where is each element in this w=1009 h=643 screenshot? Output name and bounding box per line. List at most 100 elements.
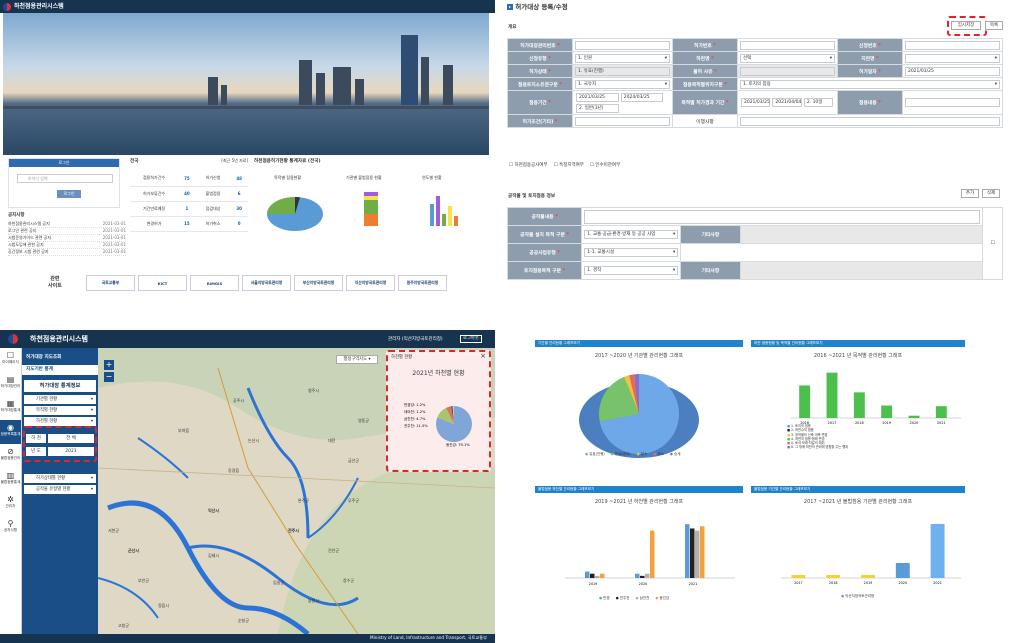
related-site-link[interactable]: 국토교통부 [86,275,135,291]
side-menu-item[interactable]: ✲ 관리자 [0,492,21,516]
pie-slice [599,374,679,454]
side-menu-item[interactable]: ▥ 불법점용통계 [0,471,21,484]
legend-item: ● 승계 [669,452,681,456]
purpose-position-select[interactable]: 1. 토지의 점용 ▾ [739,79,1000,89]
row-checkbox[interactable]: ☐ [982,207,1003,280]
map-place-label: 전주시 [288,528,300,533]
side-menu-item[interactable]: ☐ 마이페이지 [0,348,21,372]
hero-image [3,13,489,155]
structure-content-input[interactable] [584,209,981,224]
filter-toggle[interactable]: 하천별 현황 ▾ [24,417,96,426]
side-menu-item[interactable]: ◉ 점용목록통계 [0,420,21,444]
related-site-link[interactable]: KICT [138,275,187,291]
add-button[interactable]: 추가 [961,189,979,198]
year-select[interactable]: 2021 [48,447,94,456]
river-pie-chart: 만경강: 1.2% 대야천: 1.2% 삼천천: 4.7% 전주천: 11.5% 동진강… [404,402,472,447]
list-button[interactable]: 목록 [985,21,1003,30]
purpose-period-d2[interactable]: 2021/04/04 [772,98,802,107]
filter-toggle[interactable]: 기관별 현황 ▾ [24,395,96,404]
land-owner-select[interactable]: 1. 국유지 ▾ [574,79,670,89]
related-site-link[interactable]: 원주지방국토관리청 [398,275,447,291]
river-select[interactable]: 전 체 [48,434,94,443]
chevron-down-icon: ▾ [90,397,93,402]
notice-item[interactable]: 하천점용관리시스템 공지 2021-03-01 [8,221,126,228]
panel-header-2: 하천 점용현황 및 목적별 관리현황 그래프보기 [751,340,965,347]
tick-label: 2020 [639,582,648,586]
tick-label: 2016 [800,421,809,425]
mini-chart-2-title: 기관별 불법점용 현황 [346,175,382,180]
filter-toggle[interactable]: 공작물 유형별 현황 ▾ [24,485,96,494]
related-site-link[interactable]: 부산지방국토관리청 [294,275,343,291]
notice-item[interactable]: 로그인 관련 공지 2021-03-01 [8,228,126,235]
apply-type-select[interactable]: 1. 인원 ▾ [574,53,670,63]
temp-save-button[interactable]: 임시저장 [951,21,981,30]
structure-purpose-select[interactable]: 1. 교통·공급·환경·방재 등 공공 사업 ▾ [584,230,679,239]
notice-title-text[interactable]: 공간정보 시범 관련 공지 [8,249,49,254]
duty-input[interactable] [739,116,1000,126]
side-menu-item[interactable]: ⊘ 불법점용관리 [0,447,21,460]
purpose-period-d3[interactable]: 2. 10일 [803,98,834,107]
side-menu-item[interactable]: ⚲ 공지사항 [0,516,21,540]
public-type-select[interactable]: 1-1. 교통시설 ▾ [584,248,679,257]
notice-date: 2021-03-01 [102,242,126,247]
th-etc-1: 기타사항 [680,225,741,244]
close-icon[interactable]: × [480,352,486,360]
deny-reason-field[interactable] [739,66,835,76]
notice-title-text[interactable]: 시범운영가이드 관련 공지 [8,235,52,240]
illegal-bar-chart: 2017 2018 2019 2020 2021 [781,524,961,585]
notice-title-text[interactable]: 하천점용관리시스템 공지 [8,221,50,226]
option-checkbox[interactable]: ☐ 인수이관여부 [589,163,621,168]
land-purpose-select[interactable]: 1. 경작 ▾ [584,266,679,275]
filter-toggle[interactable]: 목적별 현황 ▾ [24,406,96,415]
permit-date-input[interactable]: 2021/03/25 [904,66,1000,76]
bar [600,573,605,578]
apply-no-input[interactable] [904,40,1000,50]
map-header [0,330,495,348]
zoom-out-button[interactable]: − [104,372,114,382]
related-site-link[interactable]: RIMGIS [190,275,239,291]
tick-label: 2017 [794,581,803,585]
side-menu-item[interactable]: ▦ 허가대장통계 [0,399,21,412]
period-b2-input[interactable]: 2024/03/25 [620,92,664,102]
id-input[interactable]: 아이디 입력 [17,174,113,183]
purpose-legend: ■ 1. 토지의 점용 ■ 2. 하천수의 점용 ■ 3. 공작물의 신축·개축·변… [787,424,848,450]
th-permit-status: 허가상태 * [507,64,573,78]
th-ledger-no: 허가대장관리번호 * [507,38,573,52]
option-checkbox[interactable]: ☐ 하천점용공사여부 [509,163,548,168]
notice-title-text[interactable]: 로그인 관련 공지 [8,228,37,233]
notice-item[interactable]: 시범도입에 관한 공지 2021-03-01 [8,242,126,249]
option-checkbox[interactable]: ☐ 특정지역여부 [553,163,584,168]
occupy-content-input[interactable] [904,98,1000,107]
branch-select[interactable]: ▾ [904,53,1000,63]
delete-button[interactable]: 삭제 [982,189,1000,198]
filter-toggle[interactable]: 허가상태별 현황 ▾ [24,474,96,483]
logout-button[interactable]: 로그아웃 [460,335,482,343]
river-legend: ● 만경 ● 전주천 ● 삼천천 ● 동진강 [599,596,669,601]
purpose-period-d[interactable]: 2021/03/25 [740,98,771,107]
ledger-no-input[interactable] [574,40,670,50]
tick-label: 2020 [898,581,907,585]
river-select[interactable]: 선택 ▾ [739,53,835,63]
permit-no-input[interactable] [739,40,835,50]
admin-map-toggle[interactable]: 행정구역지도 ▾ [336,355,378,364]
graph-title-3: 2019 ~2021 년 하천별 관리현황 그래프 [594,499,684,505]
permit-status-field[interactable]: 1. 유효(진행) [574,66,670,76]
menu-map-search[interactable]: 허가대장 지도조회 [26,355,62,360]
related-site-link[interactable]: 서울지방국토관리청 [242,275,291,291]
tick-label: 2021 [933,581,942,585]
notice-item[interactable]: 시범운영가이드 관련 공지 2021-03-01 [8,235,126,242]
side-menu-item[interactable]: ▤ 허가대장관리 [0,375,21,388]
zoom-in-button[interactable]: + [104,360,114,370]
notice-item[interactable]: 공간정보 시범 관련 공지 2021-03-01 [8,249,126,256]
panel-header-3: 불법점용 하천별 관리현황 그래프보기 [535,486,743,493]
period-b-input[interactable]: 2021/03/25 [575,92,619,102]
menu-map-stats[interactable]: 지도기반 통계 [22,365,98,375]
legend-item: ● 만료(종료) [610,452,631,456]
related-site-link[interactable]: 익산지방국토관리청 [346,275,395,291]
notice-title-text[interactable]: 시범도입에 관한 공지 [8,242,44,247]
bar [826,575,841,578]
stats-value: 48 [230,171,248,187]
login-button[interactable]: 로그인 [57,190,81,198]
period-b3-input[interactable]: 2. 일반(3년) [575,103,619,113]
permit-condition-input[interactable] [574,116,670,126]
